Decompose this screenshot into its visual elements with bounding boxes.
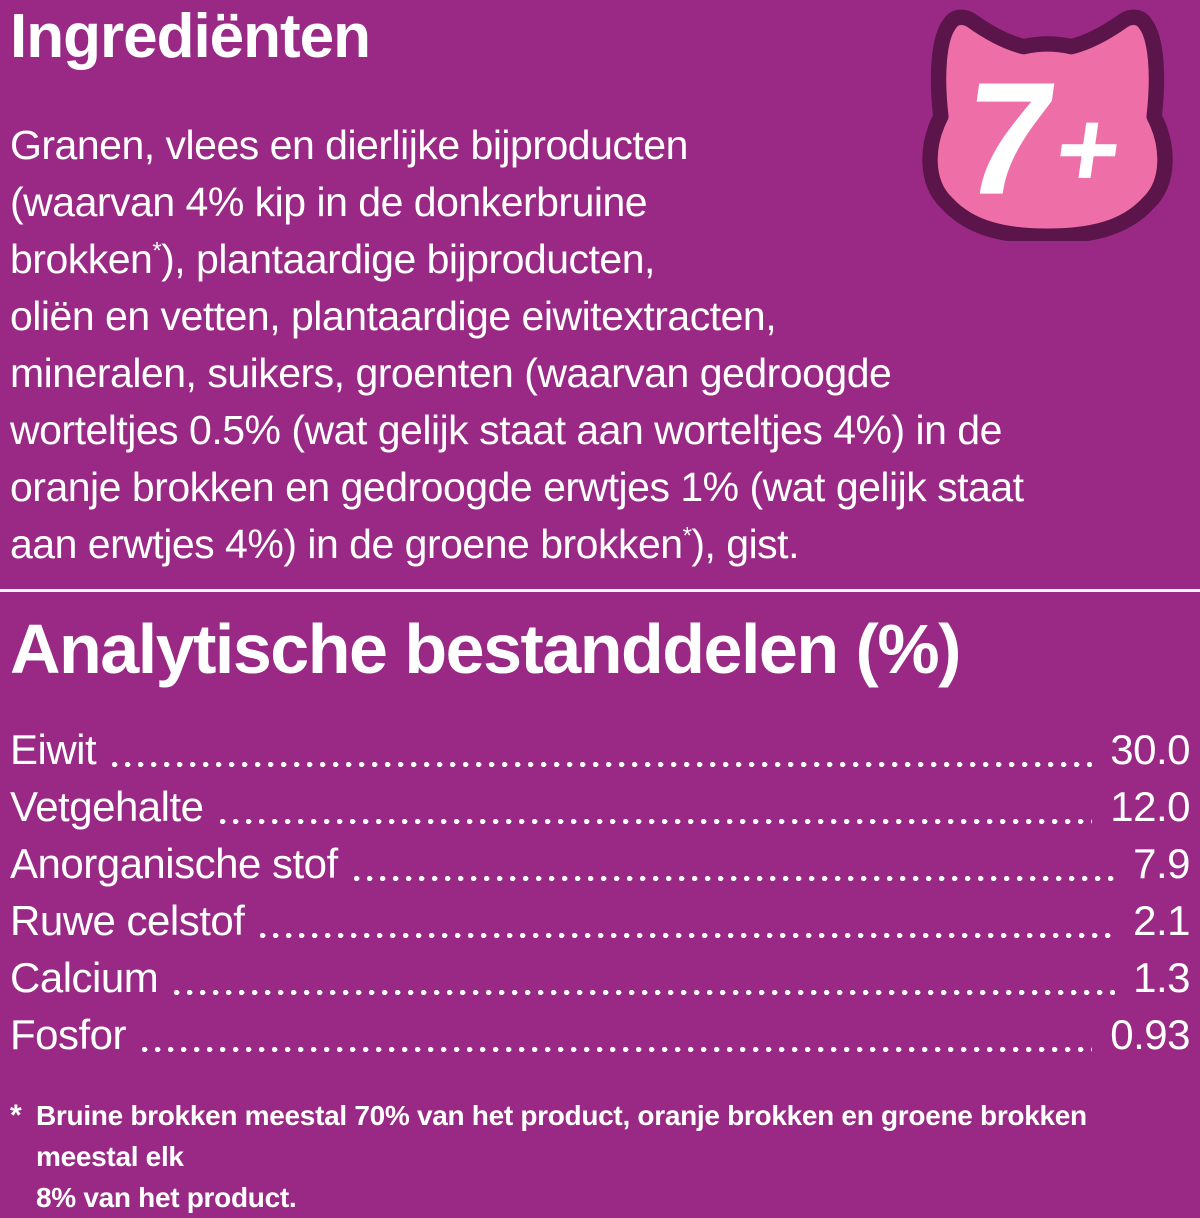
ingredient-line: aan erwtjes 4%) in de groene brokken*), …	[10, 521, 799, 568]
dot-leader	[260, 932, 1116, 940]
dot-leader	[353, 875, 1116, 883]
age-badge: 7+	[905, 4, 1190, 241]
row-label: Ruwe celstof	[10, 897, 245, 945]
table-row: Calcium 1.3	[10, 949, 1190, 1006]
row-label: Vetgehalte	[10, 783, 204, 831]
table-row: Anorganische stof 7.9	[10, 835, 1190, 892]
dot-leader	[219, 818, 1093, 826]
row-value: 30.0	[1110, 726, 1190, 774]
ingredient-line: oliën en vetten, plantaardige eiwitextra…	[10, 293, 777, 340]
analytical-table: Eiwit 30.0 Vetgehalte 12.0 Anorganische stof…	[10, 721, 1190, 1063]
row-label: Anorganische stof	[10, 840, 338, 888]
ingredients-title: Ingrediënten	[10, 2, 371, 71]
ingredient-line: Granen, vlees en dierlijke bijproducten	[10, 122, 688, 169]
table-row: Ruwe celstof 2.1	[10, 892, 1190, 949]
row-value: 0.93	[1110, 1011, 1190, 1059]
row-label: Fosfor	[10, 1011, 127, 1059]
footnote-line: Bruine brokken meestal 70% van het produ…	[36, 1100, 1087, 1173]
section-divider	[0, 589, 1200, 593]
row-value: 1.3	[1133, 954, 1190, 1002]
table-row: Fosfor 0.93	[10, 1006, 1190, 1063]
ingredient-line: brokken*), plantaardige bijproducten,	[10, 236, 655, 283]
footnote: * Bruine brokken meestal 70% van het pro…	[10, 1095, 1190, 1218]
row-label: Calcium	[10, 954, 159, 1002]
ingredient-line: (waarvan 4% kip in de donkerbruine	[10, 179, 648, 226]
ingredient-line: oranje brokken en gedroogde erwtjes 1% (…	[10, 464, 1024, 511]
dot-leader	[174, 989, 1116, 997]
footnote-text: Bruine brokken meestal 70% van het produ…	[36, 1095, 1190, 1218]
row-label: Eiwit	[10, 726, 97, 774]
ingredient-line: mineralen, suikers, groenten (waarvan ge…	[10, 350, 892, 397]
dot-leader	[142, 1046, 1093, 1054]
row-value: 2.1	[1133, 897, 1190, 945]
dot-leader	[112, 761, 1093, 769]
ingredient-line: worteltjes 0.5% (wat gelijk staat aan wo…	[10, 407, 1002, 454]
table-row: Eiwit 30.0	[10, 721, 1190, 778]
footnote-marker: *	[10, 1099, 22, 1133]
table-row: Vetgehalte 12.0	[10, 778, 1190, 835]
cat-head-icon: 7+	[922, 9, 1173, 241]
row-value: 12.0	[1110, 783, 1190, 831]
row-value: 7.9	[1133, 840, 1190, 888]
footnote-line: 8% van het product.	[36, 1182, 297, 1214]
analytical-title: Analytische bestanddelen (%)	[10, 610, 961, 689]
ingredients-text: Granen, vlees en dierlijke bijproducten (…	[10, 117, 1190, 573]
